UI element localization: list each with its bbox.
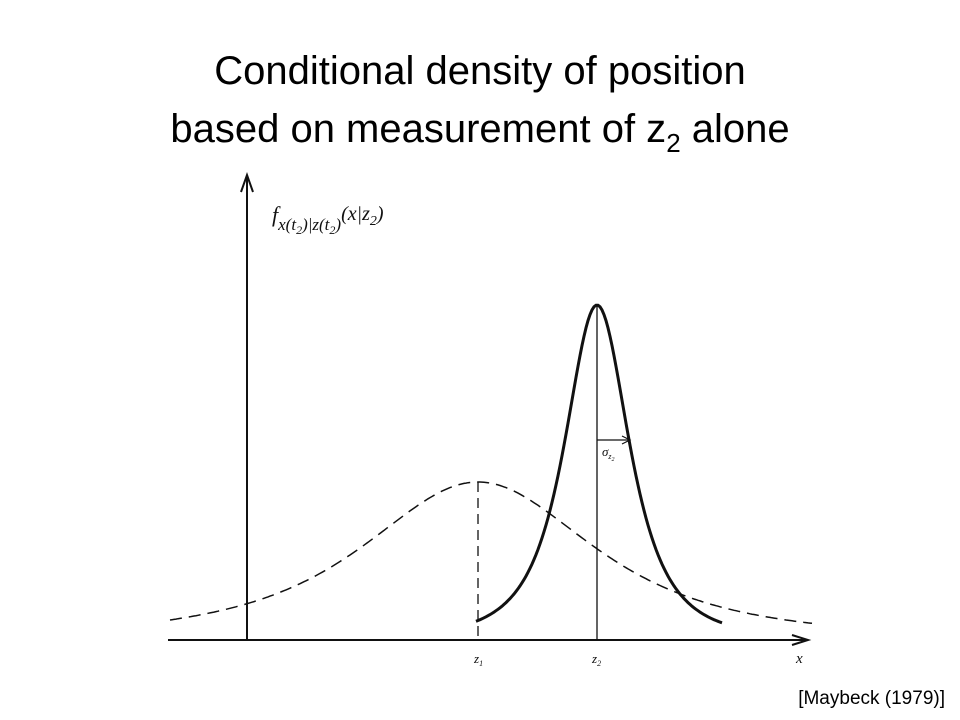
measurement-density <box>475 303 723 625</box>
y-label: fx(t2)|z(t2)(x|z2) <box>272 202 384 237</box>
y-label-sub: )|z(t <box>301 215 331 234</box>
z1-label: z1 <box>473 651 483 668</box>
title-text: based on measurement of z <box>170 107 666 151</box>
y-label-subsub: 2 <box>296 223 302 237</box>
y-label-arg: ) <box>376 203 384 225</box>
figure <box>168 171 813 646</box>
sigma-subsub: 2 <box>612 457 615 463</box>
sigma-sub: z <box>607 452 612 461</box>
y-label-arg-sub: 2 <box>370 214 377 229</box>
citation: [Maybeck (1979)] <box>798 688 945 709</box>
title-subscript: 2 <box>666 128 680 158</box>
z1-sub: 1 <box>479 659 483 668</box>
y-label-arg: (x|z <box>341 203 370 225</box>
y-label-sub: ) <box>334 215 341 234</box>
z2-label: z2 <box>591 651 601 668</box>
sigma-label: σz2 <box>602 444 615 463</box>
z2-z: z <box>591 651 597 666</box>
y-label-subsub: 2 <box>329 223 335 237</box>
title-line2: based on measurement of z2 alone <box>170 107 789 158</box>
prior-density <box>169 481 813 625</box>
z2-sub: 2 <box>597 659 601 668</box>
x-arrow <box>791 634 812 646</box>
sigma-arrowhead <box>621 435 632 445</box>
x-label: x <box>795 651 803 667</box>
title-line1: Conditional density of position <box>214 49 745 93</box>
y-label-sub: x(t <box>277 215 297 234</box>
sigma-s: σ <box>602 444 609 459</box>
title-text: alone <box>681 107 790 151</box>
y-arrow <box>240 171 254 193</box>
z1-z: z <box>473 651 479 666</box>
y-label-f: f <box>272 202 281 227</box>
